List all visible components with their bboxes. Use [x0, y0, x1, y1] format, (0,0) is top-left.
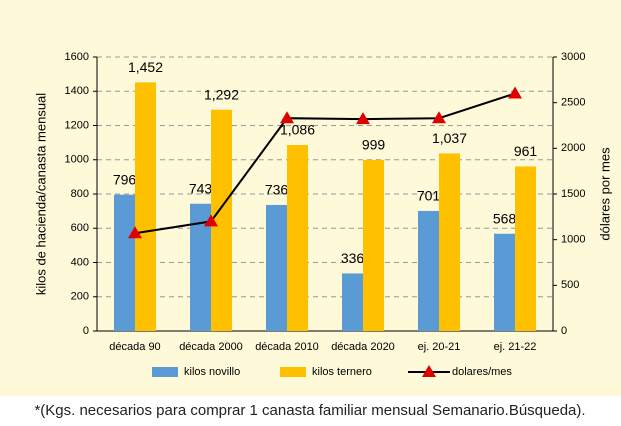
marker — [432, 111, 446, 124]
value-label: 1,452 — [128, 59, 163, 75]
marker — [508, 86, 522, 99]
footnote: *(Kgs. necesarios para comprar 1 canasta… — [34, 402, 585, 419]
value-label: 1,037 — [432, 130, 467, 146]
marker — [128, 226, 142, 239]
x-tick-label: década 2020 — [331, 341, 395, 353]
legend-swatch — [280, 367, 306, 377]
y-tick-label: 1200 — [65, 119, 89, 131]
y-axis-title: kilos de hacienda/canasta mensual — [33, 93, 48, 295]
bar — [114, 194, 135, 331]
value-label: 736 — [265, 182, 289, 198]
marker — [356, 112, 370, 125]
bar — [515, 166, 536, 331]
y-tick-label: 600 — [71, 222, 89, 234]
bar — [287, 145, 308, 331]
bar — [266, 204, 287, 331]
bar — [211, 109, 232, 332]
bar — [135, 82, 156, 331]
bar — [439, 153, 460, 331]
marker — [280, 111, 294, 124]
y2-tick-label: 2500 — [561, 97, 585, 109]
y-tick-label: 1400 — [65, 85, 89, 97]
value-label: 796 — [113, 171, 137, 187]
y-tick-label: 400 — [71, 256, 89, 268]
bar — [494, 233, 515, 331]
y-tick-label: 200 — [71, 291, 89, 303]
y2-tick-label: 2000 — [561, 142, 585, 154]
value-label: 743 — [189, 180, 213, 196]
value-label: 1,086 — [280, 122, 315, 138]
value-label: 1,292 — [204, 86, 239, 102]
value-label: 336 — [341, 250, 365, 266]
legend-marker — [422, 365, 436, 377]
y2-tick-label: 1000 — [561, 234, 585, 246]
line — [134, 92, 516, 235]
legend-label: dolares/mes — [452, 366, 512, 378]
y2-tick-label: 0 — [561, 325, 567, 337]
x-tick-label: década 2010 — [255, 341, 319, 353]
y-tick-label: 1600 — [65, 51, 89, 63]
y2-axis-title: dólares por mes — [597, 147, 612, 241]
legend-label: kilos ternero — [312, 366, 372, 378]
bar — [342, 273, 363, 331]
y-tick-label: 0 — [83, 325, 89, 337]
y2-tick-label: 500 — [561, 279, 579, 291]
y-tick-label: 1000 — [65, 154, 89, 166]
value-label: 568 — [493, 210, 517, 226]
x-tick-label: década 2000 — [179, 341, 243, 353]
y2-tick-label: 1500 — [561, 188, 585, 200]
legend-label: kilos novillo — [184, 366, 240, 378]
x-tick-label: década 90 — [109, 341, 160, 353]
bar — [363, 159, 384, 331]
value-label: 961 — [514, 143, 538, 159]
y2-tick-label: 3000 — [561, 51, 585, 63]
x-tick-label: ej. 20-21 — [418, 341, 461, 353]
value-label: 701 — [417, 188, 441, 204]
legend-swatch — [152, 367, 178, 377]
value-label: 999 — [362, 137, 386, 153]
marker — [204, 214, 218, 227]
bar — [190, 203, 211, 331]
y-tick-label: 800 — [71, 188, 89, 200]
x-tick-label: ej. 21-22 — [494, 341, 537, 353]
bar — [418, 210, 439, 331]
